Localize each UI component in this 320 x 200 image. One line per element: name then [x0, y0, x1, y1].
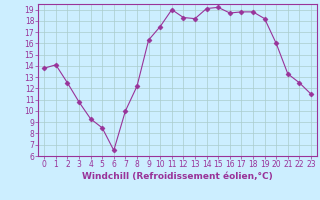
- X-axis label: Windchill (Refroidissement éolien,°C): Windchill (Refroidissement éolien,°C): [82, 172, 273, 181]
